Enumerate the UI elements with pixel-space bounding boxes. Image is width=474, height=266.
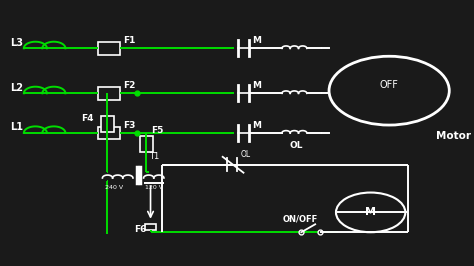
Text: F5: F5	[151, 126, 164, 135]
Bar	[98, 42, 120, 55]
Text: L3: L3	[10, 38, 23, 48]
Bar	[146, 224, 155, 230]
Text: M: M	[252, 36, 261, 45]
Circle shape	[329, 56, 449, 125]
Bar	[140, 136, 153, 152]
Text: OFF: OFF	[380, 80, 399, 90]
Text: L1: L1	[10, 122, 23, 132]
Text: Motor: Motor	[437, 131, 472, 141]
Text: M: M	[252, 121, 261, 130]
Text: M: M	[365, 207, 376, 217]
Text: 120 V: 120 V	[145, 185, 163, 190]
Bar	[98, 87, 120, 100]
Bar	[100, 116, 114, 132]
Bar	[98, 127, 120, 139]
Text: 240 V: 240 V	[105, 185, 123, 190]
Text: L2: L2	[10, 83, 23, 93]
Text: F2: F2	[123, 81, 135, 90]
Text: T1: T1	[149, 152, 159, 161]
Text: M: M	[252, 81, 261, 90]
Text: F1: F1	[123, 36, 135, 45]
Text: F4: F4	[82, 114, 94, 123]
Text: OL: OL	[240, 150, 250, 159]
Text: OL: OL	[290, 140, 303, 149]
Circle shape	[336, 193, 405, 232]
Text: F6: F6	[134, 225, 147, 234]
Text: ON/OFF: ON/OFF	[283, 215, 318, 224]
Text: F3: F3	[123, 121, 135, 130]
